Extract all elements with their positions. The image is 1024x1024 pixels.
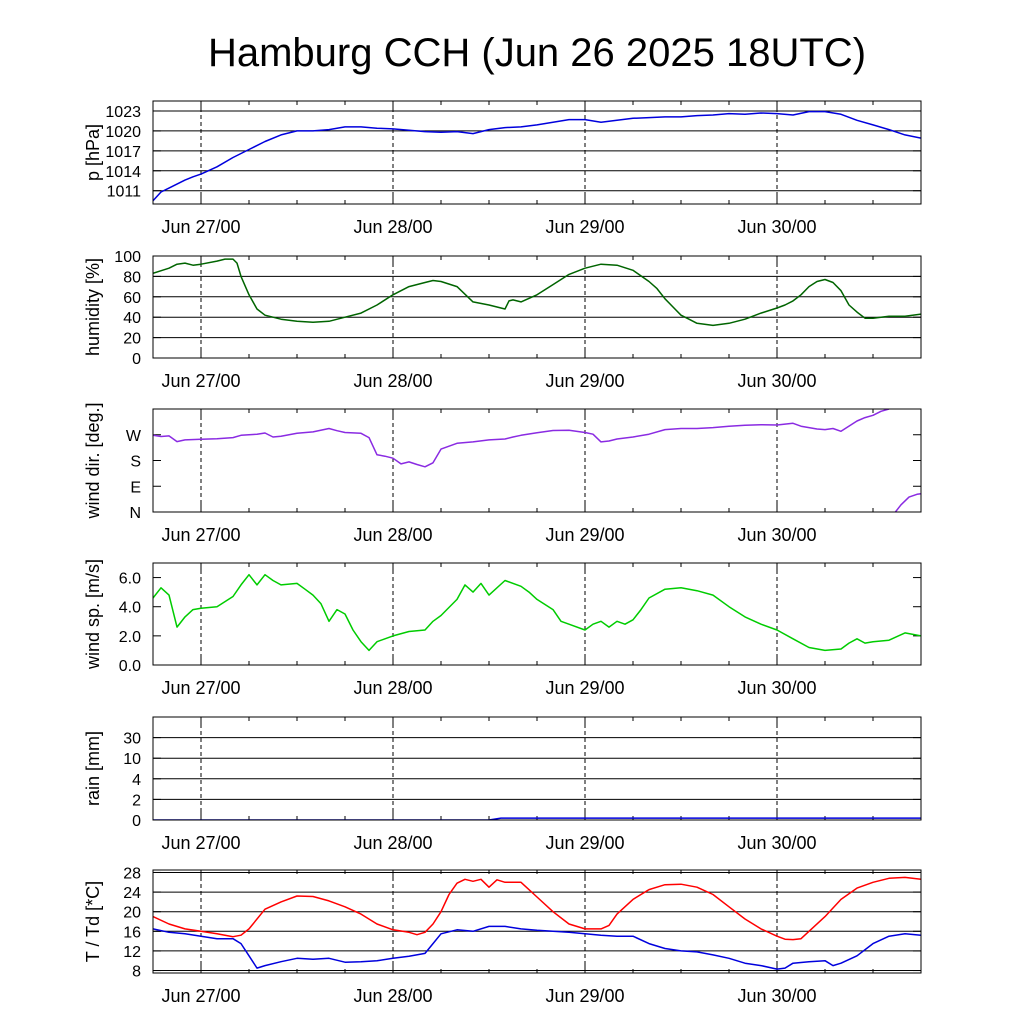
pressure-x-tick-label: Jun 28/00 xyxy=(353,217,432,237)
humidity-x-tick-label: Jun 29/00 xyxy=(545,371,624,391)
rain-y-tick-label: 4 xyxy=(132,772,141,789)
pressure-series-0 xyxy=(153,110,921,202)
wind_speed-y-tick-label: 4.0 xyxy=(119,600,141,617)
temperature-y-tick-label: 24 xyxy=(123,885,141,902)
humidity-y-tick-label: 20 xyxy=(123,331,141,348)
wind_speed-panel: 0.0 2.0 4.0 6.0 Jun 27/00 Jun 28/00 Jun 29/00 J… xyxy=(83,559,922,698)
humidity-y-tick-label: 100 xyxy=(114,249,141,266)
pressure-y-tick-label: 1014 xyxy=(105,164,141,181)
wind_direction-series-0 xyxy=(153,409,890,468)
rain-panel: 0 2 4 10 30 Jun 27/00 Jun 28/00 Jun 29/00 Jun 30… xyxy=(83,716,922,853)
rain-x-tick-label: Jun 27/00 xyxy=(161,833,240,853)
rain-series-0 xyxy=(153,817,921,820)
wind_speed-frame xyxy=(152,562,922,666)
rain-x-tick-label: Jun 29/00 xyxy=(545,833,624,853)
temperature-x-tick-label: Jun 28/00 xyxy=(353,986,432,1006)
rain-y-tick-label: 2 xyxy=(132,792,141,809)
wind_speed-y-tick-label: 0.0 xyxy=(119,658,141,675)
temperature-y-axis-label: T / Td [*C] xyxy=(83,881,103,962)
humidity-x-tick-label: Jun 27/00 xyxy=(161,371,240,391)
wind_direction-x-tick-label: Jun 30/00 xyxy=(737,525,816,545)
wind_speed-y-axis-label: wind sp. [m/s] xyxy=(83,559,103,670)
rain-x-tick-label: Jun 28/00 xyxy=(353,833,432,853)
chart-title: Hamburg CCH (Jun 26 2025 18UTC) xyxy=(208,31,866,75)
wind_direction-y-tick-label: E xyxy=(130,479,141,496)
rain-y-axis-label: rain [mm] xyxy=(83,731,103,806)
humidity-y-tick-label: 40 xyxy=(123,310,141,327)
wind_speed-x-tick-label: Jun 28/00 xyxy=(353,678,432,698)
wind_direction-y-tick-label: N xyxy=(129,505,141,522)
rain-y-tick-label: 30 xyxy=(123,731,141,748)
pressure-frame xyxy=(152,100,922,205)
temperature-y-tick-label: 16 xyxy=(123,924,141,941)
humidity-frame xyxy=(152,255,922,359)
wind_direction-x-tick-label: Jun 29/00 xyxy=(545,525,624,545)
rain-frame xyxy=(152,716,922,821)
temperature-series-1 xyxy=(153,925,921,970)
humidity-y-tick-label: 60 xyxy=(123,290,141,307)
pressure-y-tick-label: 1011 xyxy=(107,184,142,201)
temperature-y-tick-label: 28 xyxy=(123,865,141,882)
humidity-x-tick-label: Jun 28/00 xyxy=(353,371,432,391)
rain-y-tick-label: 0 xyxy=(132,813,141,830)
temperature-y-tick-label: 12 xyxy=(123,944,141,961)
wind_speed-x-tick-label: Jun 27/00 xyxy=(161,678,240,698)
wind_speed-x-tick-label: Jun 29/00 xyxy=(545,678,624,698)
temperature-series-0 xyxy=(153,876,921,941)
wind_speed-x-tick-label: Jun 30/00 xyxy=(737,678,816,698)
humidity-y-tick-label: 0 xyxy=(132,351,141,368)
rain-y-tick-label: 10 xyxy=(123,751,141,768)
wind_speed-y-tick-label: 2.0 xyxy=(119,629,141,646)
rain-x-tick-label: Jun 30/00 xyxy=(737,833,816,853)
humidity-y-tick-label: 80 xyxy=(123,269,141,286)
wind_direction-y-tick-label: S xyxy=(130,454,141,471)
pressure-x-tick-label: Jun 29/00 xyxy=(545,217,624,237)
pressure-y-tick-label: 1020 xyxy=(105,124,141,141)
wind_direction-x-tick-label: Jun 28/00 xyxy=(353,525,432,545)
temperature-panel: 8 12 16 20 24 28 Jun 27/00 Jun 28/00 Jun 29/00 Ju… xyxy=(83,865,922,1006)
temperature-y-tick-label: 20 xyxy=(123,905,141,922)
wind_speed-series-0 xyxy=(153,573,921,652)
wind_direction-y-tick-label: W xyxy=(126,428,142,445)
temperature-x-tick-label: Jun 29/00 xyxy=(545,986,624,1006)
wind_direction-y-axis-label: wind dir. [deg.] xyxy=(83,402,103,519)
wind_direction-x-tick-label: Jun 27/00 xyxy=(161,525,240,545)
pressure-y-tick-label: 1023 xyxy=(105,104,141,121)
temperature-x-tick-label: Jun 30/00 xyxy=(737,986,816,1006)
pressure-x-tick-label: Jun 30/00 xyxy=(737,217,816,237)
wind_direction-series-1 xyxy=(894,492,921,512)
wind_direction-frame xyxy=(152,408,922,513)
temperature-x-tick-label: Jun 27/00 xyxy=(161,986,240,1006)
humidity-y-axis-label: humidity [%] xyxy=(83,258,103,356)
humidity-x-tick-label: Jun 30/00 xyxy=(737,371,816,391)
pressure-x-tick-label: Jun 27/00 xyxy=(161,217,240,237)
temperature-y-tick-label: 8 xyxy=(132,964,141,981)
humidity-panel: 0 20 40 60 80 100 Jun 27/00 Jun 28/00 Jun 29/00 J… xyxy=(83,249,922,391)
pressure-y-axis-label: p [hPa] xyxy=(83,124,103,181)
pressure-panel: 1011 1014 1017 1020 1023 Jun 27/00 Jun 28/00 Ju… xyxy=(83,100,922,237)
humidity-series-0 xyxy=(153,258,921,327)
temperature-frame xyxy=(152,869,922,974)
pressure-y-tick-label: 1017 xyxy=(105,144,141,161)
wind_speed-y-tick-label: 6.0 xyxy=(119,571,141,588)
